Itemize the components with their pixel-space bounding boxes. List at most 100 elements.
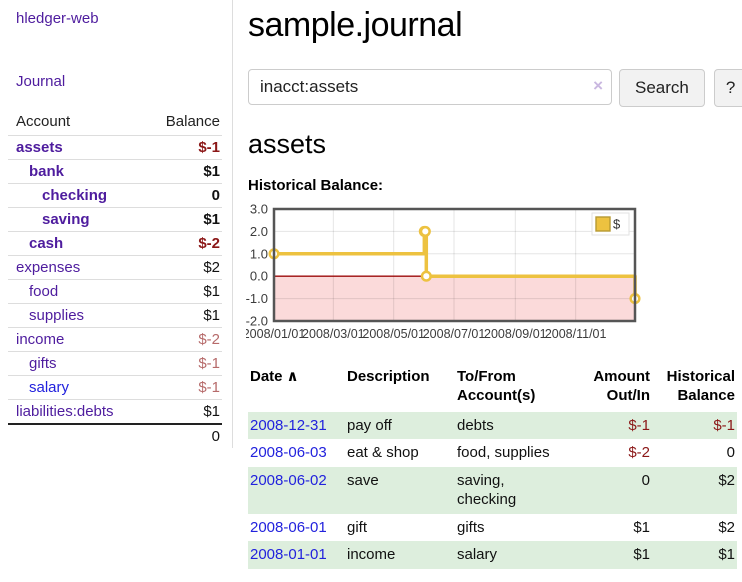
accounts-total-spacer [8, 423, 142, 448]
transaction-amount: $-1 [582, 411, 652, 439]
accounts-total-value: 0 [141, 423, 222, 448]
transaction-balance: 0 [726, 444, 735, 461]
transaction-date-link[interactable]: 2008-06-02 [250, 471, 327, 489]
svg-text:-2.0: -2.0 [246, 314, 268, 329]
account-link[interactable]: liabilities:debts [16, 403, 114, 420]
clear-search-icon[interactable]: × [593, 76, 603, 95]
account-balance: $-2 [141, 231, 222, 256]
transaction-row: 2008-06-02 save saving, checking 0 $2 [248, 466, 737, 514]
svg-text:2008/01/01: 2008/01/01 [246, 327, 305, 341]
transaction-description: pay off [345, 411, 455, 439]
account-row: checking 0 [8, 183, 222, 208]
account-balance: $-1 [141, 351, 222, 376]
transaction-date-link[interactable]: 2008-01-01 [250, 546, 327, 563]
accounts-header-balance: Balance [165, 113, 220, 130]
account-balance: $1 [141, 207, 222, 232]
svg-text:2.0: 2.0 [250, 224, 268, 239]
transaction-balance: $1 [652, 541, 737, 569]
transaction-date-link[interactable]: 2008-06-01 [250, 518, 327, 536]
account-row: expenses $2 [8, 255, 222, 280]
account-balance: $1 [141, 399, 222, 424]
account-row: saving $1 [8, 207, 222, 232]
sidebar: hledger-web Journal Account Balance asse… [0, 0, 233, 448]
search-field-wrap: × [248, 69, 612, 107]
account-row: supplies $1 [8, 303, 222, 328]
svg-text:2008/09/01: 2008/09/01 [484, 327, 547, 341]
transaction-row: 2008-12-31 pay off debts $-1 $-1 [248, 411, 737, 439]
account-row: bank $1 [8, 159, 222, 184]
transactions-header-amount: Amount Out/In [593, 368, 650, 404]
transaction-accounts: saving, checking [455, 466, 582, 514]
account-row: assets $-1 [8, 135, 222, 160]
transaction-accounts: salary [455, 541, 582, 569]
transaction-row: 2008-06-01 gift gifts $1 $2 [248, 514, 737, 542]
account-link[interactable]: income [16, 331, 65, 348]
search-input[interactable] [248, 69, 612, 105]
transaction-accounts: debts [455, 411, 582, 439]
svg-text:2008/07/01: 2008/07/01 [423, 327, 486, 341]
svg-text:2008/05/01: 2008/05/01 [362, 327, 425, 341]
account-balance: $2 [141, 255, 222, 280]
transaction-balance: $2 [652, 466, 737, 514]
account-link[interactable]: supplies [29, 307, 85, 324]
svg-text:1.0: 1.0 [250, 246, 268, 261]
account-link[interactable]: cash [29, 235, 64, 252]
transaction-description: save [345, 466, 455, 514]
transaction-amount: $-2 [628, 444, 650, 461]
account-balance: $-1 [141, 375, 222, 400]
account-link[interactable]: assets [16, 139, 63, 156]
sort-ascending-icon: ∧ [286, 368, 299, 385]
accounts-header-row: Account Balance [8, 110, 222, 136]
svg-text:0.0: 0.0 [250, 269, 268, 284]
search-row: × Search ? [248, 69, 742, 107]
transactions-header-balance: Historical Balance [666, 368, 735, 404]
account-link[interactable]: bank [29, 163, 65, 180]
transaction-date-link[interactable]: 2008-06-03 [250, 444, 327, 461]
main-content: sample.journal × Search ? assets Histori… [233, 0, 742, 569]
transaction-amount: 0 [582, 466, 652, 514]
transactions-header-accounts: To/From Account(s) [457, 368, 536, 404]
transaction-description: eat & shop [347, 444, 419, 461]
account-balance: $-1 [141, 135, 222, 160]
account-row: liabilities:debts $1 [8, 399, 222, 424]
transaction-date-link[interactable]: 2008-12-31 [250, 416, 327, 434]
account-balance: 0 [141, 183, 222, 208]
accounts-header-account: Account [16, 113, 71, 130]
search-button[interactable]: Search [619, 69, 705, 107]
transaction-row: 2008-01-01 income salary $1 $1 [248, 541, 737, 569]
account-link[interactable]: food [29, 283, 59, 300]
search-help-button[interactable]: ? [713, 69, 742, 107]
svg-text:2008/03/01: 2008/03/01 [302, 327, 365, 341]
account-link[interactable]: checking [42, 187, 108, 204]
transactions-header-date[interactable]: Date ∧ [250, 368, 299, 385]
page-title: sample.journal [248, 6, 463, 44]
transactions-header-row: Date ∧ Description To/From Account(s) Amo… [248, 366, 737, 412]
account-row: income $-2 [8, 327, 222, 352]
accounts-total-row: 0 [8, 423, 222, 448]
sidebar-item-journal[interactable]: Journal [16, 73, 66, 90]
account-balance: $1 [141, 159, 222, 184]
app-title-link[interactable]: hledger-web [16, 10, 99, 27]
transactions-header-description: Description [347, 368, 430, 385]
account-link[interactable]: saving [42, 211, 90, 228]
account-balance: $-2 [141, 327, 222, 352]
account-link[interactable]: salary [29, 379, 70, 396]
transaction-amount: $1 [633, 518, 650, 536]
account-heading: assets [248, 129, 327, 159]
transaction-accounts: food, supplies [457, 444, 550, 461]
svg-text:$: $ [613, 217, 621, 232]
account-row: gifts $-1 [8, 351, 222, 376]
svg-text:2008/11/01: 2008/11/01 [545, 327, 607, 341]
transaction-row: 2008-06-03 eat & shop food, supplies $-2… [248, 439, 737, 467]
transaction-description: gift [347, 518, 368, 536]
transaction-balance: $2 [718, 518, 735, 536]
account-link[interactable]: gifts [29, 355, 57, 372]
account-row: food $1 [8, 279, 222, 304]
account-link[interactable]: expenses [16, 259, 81, 276]
app-layout: hledger-web Journal Account Balance asse… [0, 0, 742, 569]
transaction-balance: $-1 [652, 411, 737, 439]
svg-text:-1.0: -1.0 [246, 291, 268, 306]
account-balance: $1 [141, 279, 222, 304]
transactions-table: Date ∧ Description To/From Account(s) Amo… [248, 366, 737, 569]
account-row: salary $-1 [8, 375, 222, 400]
